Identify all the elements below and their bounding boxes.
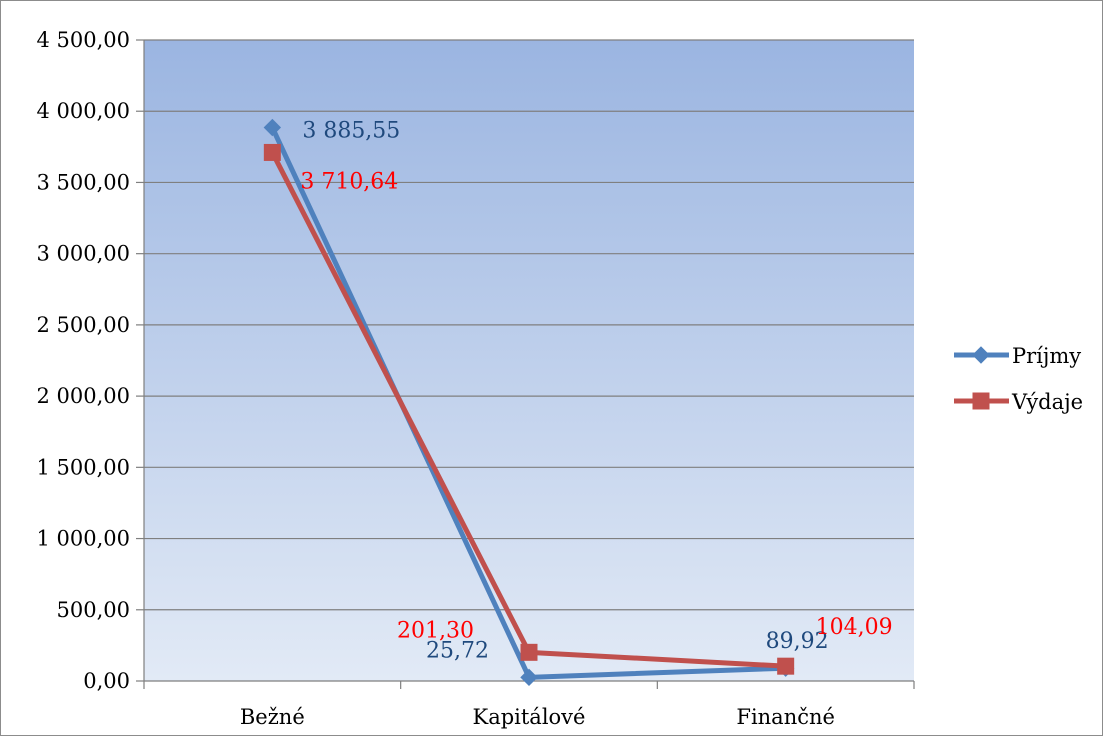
legend-entry: Príjmy [954, 344, 1081, 368]
y-tick-label: 2 500,00 [36, 313, 130, 337]
legend-marker [972, 346, 990, 364]
data-label: 201,30 [397, 618, 474, 643]
legend-label: Výdaje [1011, 390, 1083, 414]
data-label: 25,72 [426, 638, 489, 663]
y-tick-label: 500,00 [57, 598, 130, 622]
legend-label: Príjmy [1012, 344, 1081, 368]
y-tick-label: 1 500,00 [36, 455, 130, 479]
x-tick-label: Kapitálové [473, 705, 586, 729]
y-tick-label: 3 000,00 [36, 242, 130, 266]
gridlines [144, 39, 914, 611]
series-lines [263, 118, 795, 687]
data-point-marker [520, 643, 538, 661]
y-tick-label: 4 000,00 [36, 99, 130, 123]
data-point-marker [263, 143, 281, 161]
data-point-marker [263, 118, 282, 137]
y-tick-label: 3 500,00 [36, 170, 130, 194]
legend-marker [972, 392, 990, 410]
legend: Príjmy Výdaje [954, 344, 1083, 414]
y-tick-label: 1 000,00 [36, 527, 130, 551]
y-tick-label: 4 500,00 [36, 28, 130, 52]
x-tick-label: Bežné [240, 705, 305, 729]
data-labels: 3 885,55 25,72 89,92 3 710,64 201,30 104,09 [300, 119, 892, 664]
x-tick-label: Finančné [736, 705, 835, 729]
data-point-marker [777, 657, 795, 675]
data-label: 3 710,64 [300, 169, 398, 194]
y-tick-label: 2 000,00 [36, 384, 130, 408]
legend-entry: Výdaje [954, 390, 1083, 414]
data-label: 104,09 [816, 615, 893, 640]
data-label: 89,92 [766, 629, 829, 654]
data-label: 3 885,55 [302, 119, 400, 144]
y-tick-label: 0,00 [83, 669, 130, 693]
plot-area [144, 40, 914, 681]
data-point-marker [520, 668, 538, 687]
